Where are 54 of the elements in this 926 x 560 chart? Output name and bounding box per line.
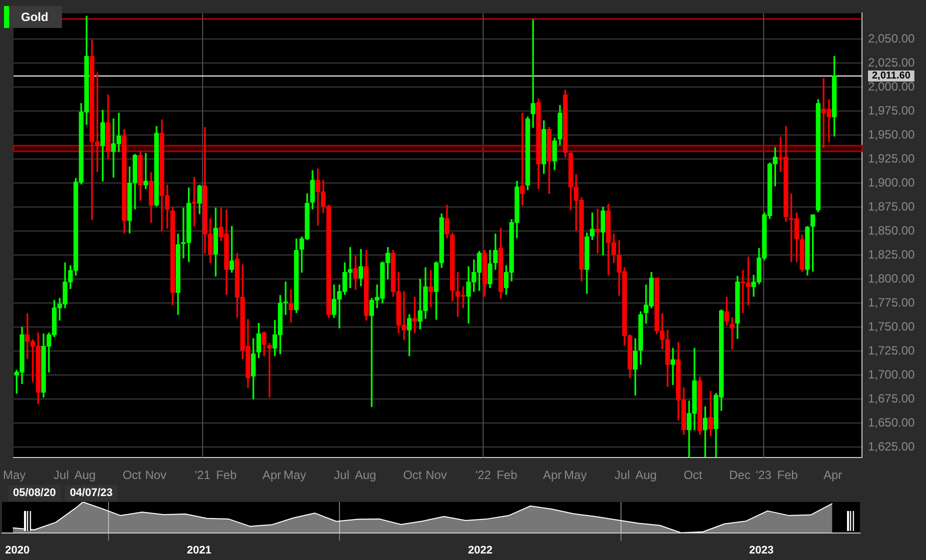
y-tick-label: 1,875.00 [868,199,916,214]
x-tick-label: '23 [756,468,772,482]
x-tick-label: May [284,468,306,482]
y-tick-label: 1,825.00 [868,247,916,262]
legend-label: Gold [21,10,48,24]
candlestick [267,343,272,398]
candlestick [530,20,536,128]
x-tick-label: Apr [823,468,842,482]
x-tick-label: '21 [194,468,211,482]
y-tick-label: 1,625.00 [868,439,916,454]
x-tick-label: Nov [145,468,166,482]
x-tick-label: Oct [403,468,422,482]
x-tick-label: Nov [426,468,447,482]
y-tick-label: 1,650.00 [868,415,916,430]
ref-line-label: 2,011.60 [872,70,911,82]
x-tick-label: Dec [729,468,750,482]
y-tick-label: 1,900.00 [868,175,916,190]
x-tick-label: 2023 [749,544,774,556]
x-tick-label: Oct [684,468,703,482]
y-tick-label: 1,975.00 [868,103,916,118]
candlestick [288,289,294,323]
y-tick-label: 1,850.00 [868,223,916,238]
candlestick [670,348,676,385]
x-tick-label: Oct [122,468,142,482]
y-tick-label: 2,000.00 [868,79,916,94]
x-tick-label: 2021 [186,544,212,556]
y-tick-label: 1,925.00 [868,151,916,166]
x-tick-label: Feb [216,468,238,482]
x-tick-label: Jul [54,468,69,482]
y-tick-label: 1,700.00 [868,367,916,382]
y-tick-label: 1,800.00 [868,271,916,286]
y-tick-label: 2,050.00 [868,31,916,46]
x-tick-label: Apr [262,468,282,482]
x-tick-label: 2020 [5,544,30,556]
y-tick-label: 1,675.00 [868,391,916,406]
y-tick-label: 1,775.00 [868,295,916,310]
x-tick-label: Aug [635,468,657,482]
x-tick-label: May [3,468,26,482]
x-tick-label: Apr [542,468,562,482]
x-tick-label: May [564,468,587,482]
x-tick-label: Jul [334,468,350,482]
x-tick-label: Feb [496,468,518,482]
x-tick-label: Aug [74,468,96,482]
y-tick-label: 1,750.00 [868,319,916,334]
y-tick-label: 2,025.00 [868,55,916,70]
y-tick-label: 1,950.00 [868,127,916,142]
x-tick-label: Jul [614,468,630,482]
y-tick-label: 1,725.00 [868,343,916,358]
x-tick-label: '22 [475,468,492,482]
x-tick-label: Feb [777,468,798,482]
x-tick-label: 2022 [468,544,493,556]
text: 04/07/23 [70,487,113,500]
x-tick-label: Aug [354,468,376,482]
text: 05/08/20 [13,487,56,500]
